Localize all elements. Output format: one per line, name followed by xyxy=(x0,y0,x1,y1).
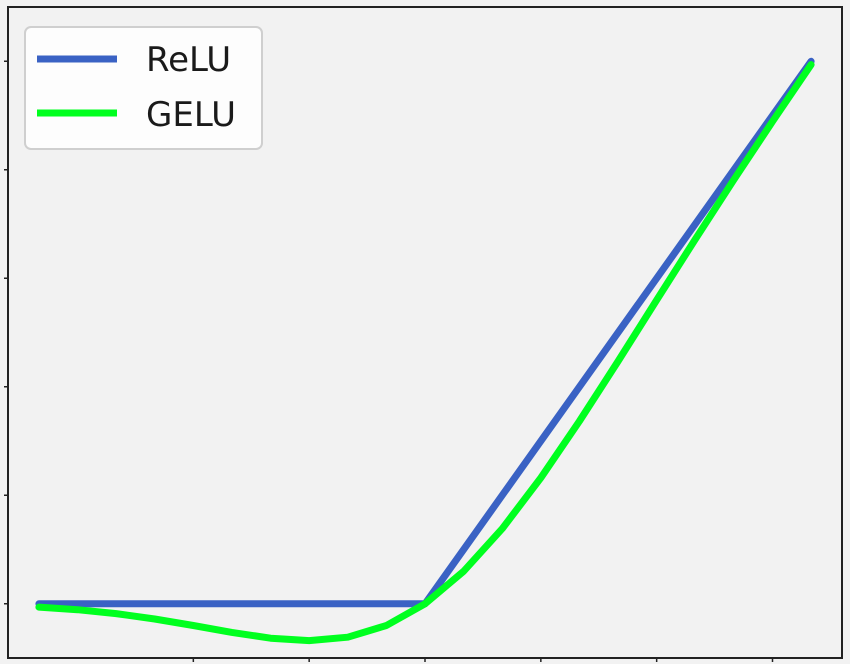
series-line-gelu xyxy=(35,61,815,645)
legend: ReLU GELU xyxy=(24,26,263,150)
series-layer xyxy=(35,57,815,645)
legend-label-relu: ReLU xyxy=(146,40,231,80)
tick-marks xyxy=(4,60,774,662)
legend-label-gelu: GELU xyxy=(146,95,236,135)
plot-frame xyxy=(7,6,843,659)
